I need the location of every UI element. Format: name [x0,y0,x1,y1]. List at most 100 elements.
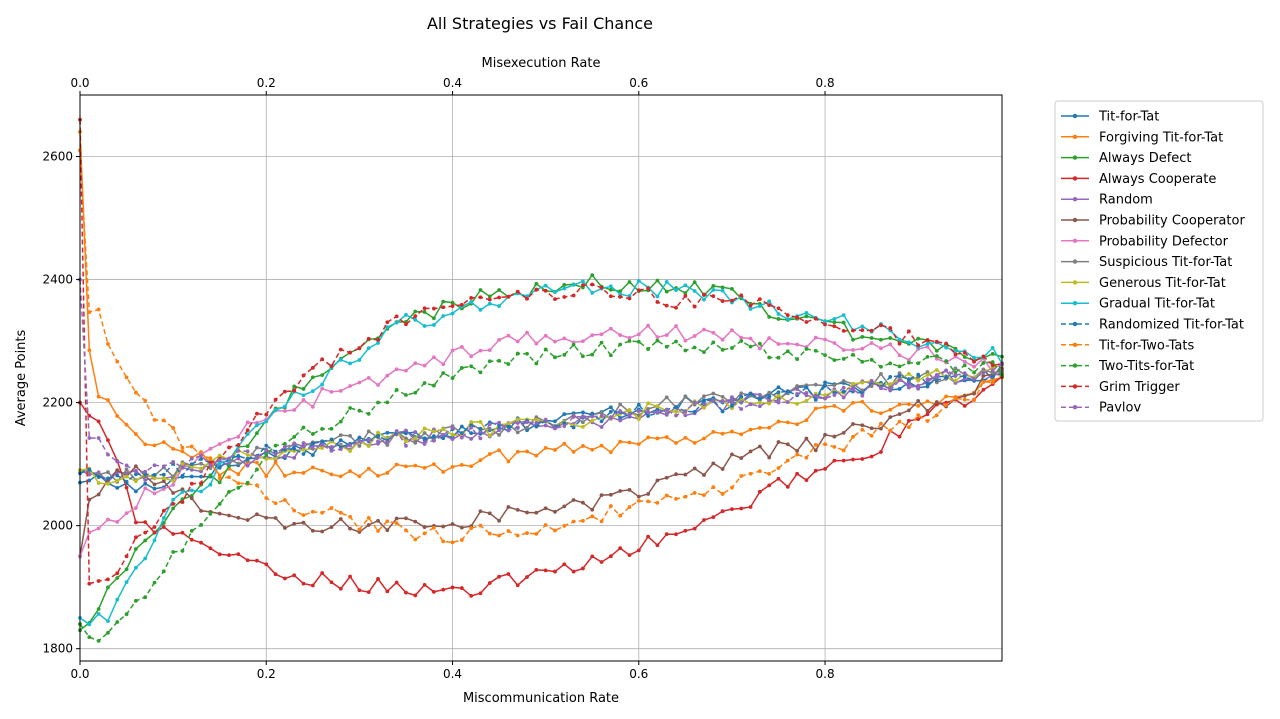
data-point [292,384,297,389]
data-point [515,449,520,454]
data-point [515,421,520,425]
data-point [608,284,613,289]
data-point [404,431,408,436]
data-point [124,479,129,484]
data-point [916,372,921,377]
y-tick-label: 2400 [42,273,73,287]
data-point [96,639,101,643]
data-point [888,336,893,340]
data-point [925,354,930,359]
data-point [199,474,203,479]
data-point [143,469,148,474]
data-point [543,417,548,422]
data-point [208,482,213,487]
data-point [916,336,921,341]
data-point [161,516,166,520]
data-point [711,330,716,335]
data-point [106,630,110,635]
data-point [962,393,967,398]
data-point [776,466,781,470]
data-point [720,509,725,514]
data-point [730,298,734,303]
data-point [711,294,716,299]
data-point [981,387,986,392]
data-point [692,289,697,293]
data-point [897,402,902,407]
data-point [944,394,949,399]
data-point [720,288,725,293]
data-point [320,357,325,362]
data-point [376,473,380,478]
data-point [553,297,557,302]
legend-label: Random [1099,193,1153,208]
data-point [748,402,753,407]
data-point [404,368,408,373]
data-point [711,340,716,345]
data-point [944,368,949,373]
data-point [888,342,893,347]
data-point [385,443,390,447]
data-point [757,341,762,346]
data-point [925,377,930,382]
data-point [329,389,334,394]
data-point [953,378,958,383]
data-point [255,423,259,428]
series-line [79,279,1003,473]
top-tick-label: 0.8 [816,76,835,90]
data-point [730,399,734,403]
legend-entry: Grim Trigger [1061,380,1180,395]
data-point [562,524,567,528]
data-point [972,370,976,375]
data-point [627,487,632,492]
data-point [338,438,343,443]
data-point [310,404,315,409]
legend-entry: Probability Cooperator [1061,214,1245,229]
data-point [348,514,352,519]
data-point [199,469,203,474]
series-11 [78,371,1004,484]
data-point [357,588,362,593]
data-point [851,337,855,342]
data-point [459,435,464,440]
data-point [431,434,436,439]
data-point [115,571,120,576]
data-point [795,422,800,427]
legend-marker [1072,342,1078,347]
data-point [804,398,809,403]
legend-label: Always Cooperate [1099,172,1216,187]
data-point [832,324,837,329]
data-point [189,474,194,479]
data-point [683,413,688,418]
data-point [962,397,967,402]
data-point [981,374,986,378]
data-point [161,525,166,529]
data-point [767,398,772,403]
data-point [674,409,678,414]
data-point [96,611,101,616]
data-point [208,446,213,451]
data-point [534,361,539,366]
data-point [990,351,995,356]
data-point [106,585,110,590]
data-point [152,580,157,585]
data-point [497,428,501,433]
data-point [189,462,194,467]
data-point [636,417,641,421]
data-point [441,299,446,304]
data-point [115,473,120,478]
data-point [171,446,176,451]
data-point [441,587,446,592]
data-point [133,489,138,494]
data-point [571,293,576,298]
data-point [506,459,511,464]
data-point [608,326,613,331]
data-point [804,478,809,483]
data-point [627,407,632,412]
data-point [133,464,138,469]
data-point [189,496,194,501]
legend-box [1054,100,1264,422]
data-point [469,431,474,436]
data-point [683,494,688,499]
data-point [115,520,120,524]
data-point [404,428,408,433]
